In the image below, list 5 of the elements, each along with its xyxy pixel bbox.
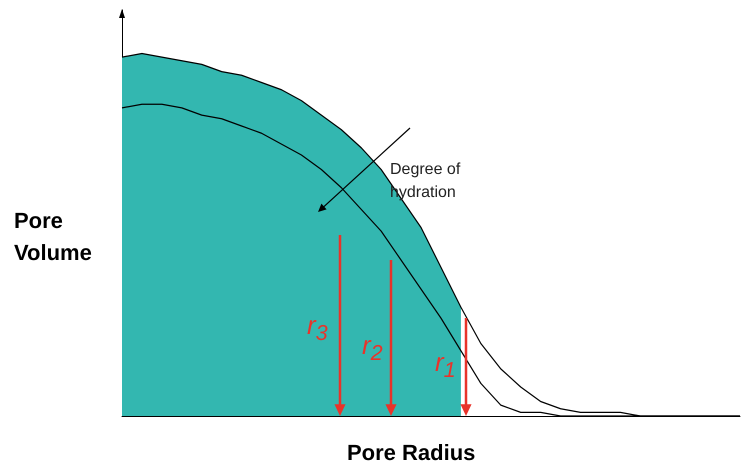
annotation: r$_{1}$ [435, 347, 456, 384]
annotation: r$_{3}$ [307, 310, 328, 346]
x-axis-title: Pore Radius [347, 440, 476, 466]
annotation: r$_{2}$ [362, 330, 383, 366]
y-axis-title: Pore Volume [14, 207, 93, 267]
